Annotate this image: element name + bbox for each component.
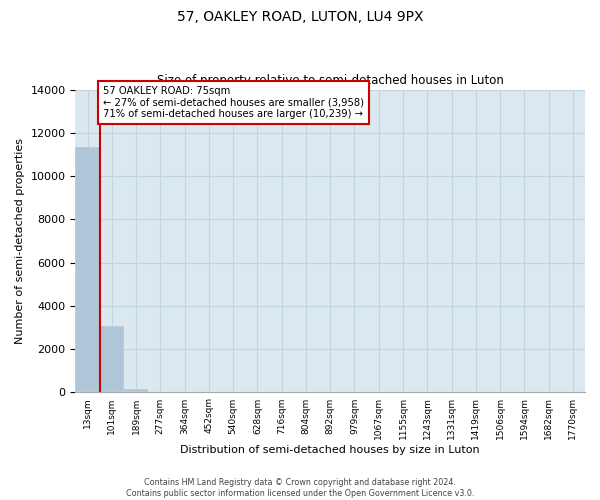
Text: Contains HM Land Registry data © Crown copyright and database right 2024.
Contai: Contains HM Land Registry data © Crown c… xyxy=(126,478,474,498)
Bar xyxy=(76,147,100,392)
X-axis label: Distribution of semi-detached houses by size in Luton: Distribution of semi-detached houses by … xyxy=(181,445,480,455)
Title: Size of property relative to semi-detached houses in Luton: Size of property relative to semi-detach… xyxy=(157,74,503,87)
Bar xyxy=(124,388,148,392)
Y-axis label: Number of semi-detached properties: Number of semi-detached properties xyxy=(15,138,25,344)
Text: 57, OAKLEY ROAD, LUTON, LU4 9PX: 57, OAKLEY ROAD, LUTON, LU4 9PX xyxy=(177,10,423,24)
Bar xyxy=(100,326,124,392)
Text: 57 OAKLEY ROAD: 75sqm
← 27% of semi-detached houses are smaller (3,958)
71% of s: 57 OAKLEY ROAD: 75sqm ← 27% of semi-deta… xyxy=(103,86,364,119)
